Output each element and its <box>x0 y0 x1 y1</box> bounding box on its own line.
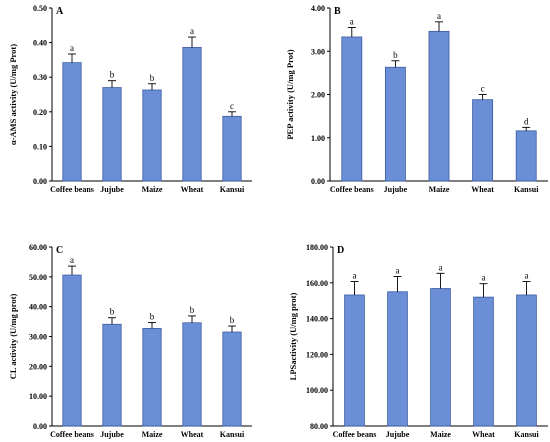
panel-c-bar <box>182 322 202 427</box>
panel-d-significance-letter: a <box>482 273 486 283</box>
panel-c-category-label: Jujube <box>100 430 124 439</box>
panel-c-category-label: Wheat <box>181 430 204 439</box>
panel-b-y-tick-label: 0.00 <box>311 177 325 186</box>
panel-b-y-tick-label: 3.00 <box>311 47 325 56</box>
panel-d-significance-letter: a <box>525 271 529 281</box>
panel-b-category-label: Coffee beans <box>330 185 374 194</box>
panel-d-y-tick-label: 140.00 <box>306 315 328 324</box>
panel-d-bar <box>473 296 494 427</box>
panel-b-significance-letter: a <box>350 16 354 26</box>
panel-d-bar <box>516 294 537 427</box>
panel-d-bar <box>430 288 451 427</box>
panel-b-bar <box>472 99 494 182</box>
panel-d-y-tick-label: 80.00 <box>310 422 328 431</box>
panel-d-significance-letter: a <box>439 262 443 272</box>
panel-c-bar <box>142 328 162 427</box>
panel-a-category-label: Jujube <box>100 185 124 194</box>
panel-b-significance-letter: d <box>524 116 529 126</box>
panel-a-y-tick-label: 0.30 <box>33 73 47 82</box>
panel-a-category-label: Wheat <box>181 185 204 194</box>
panel-c-significance-letter: b <box>150 311 155 321</box>
panel-d-category-label: Coffee beans <box>333 430 377 439</box>
panel-d-category-label: Wheat <box>472 430 495 439</box>
panel-c-significance-letter: b <box>230 315 235 325</box>
panel-d-panel-letter: D <box>337 245 344 256</box>
panel-a-bar <box>222 115 242 182</box>
panel-d-y-tick-label: 180.00 <box>306 243 328 252</box>
panel-b-bar <box>341 36 363 182</box>
panel-d-significance-letter: a <box>353 271 357 281</box>
panel-a-y-tick-label: 0.40 <box>33 39 47 48</box>
panel-a-significance-letter: c <box>230 101 234 111</box>
panel-c-y-tick-label: 30.00 <box>29 333 47 342</box>
panel-a-bar <box>102 87 122 182</box>
panel-b-significance-letter: c <box>481 84 485 94</box>
panel-b-category-label: Jujube <box>384 185 408 194</box>
panel-b-category-label: Maize <box>429 185 450 194</box>
panel-c-significance-letter: b <box>110 307 115 317</box>
panel-d-y-tick-label: 160.00 <box>306 279 328 288</box>
panel-a-y-axis-title: α-AMS activity (U/mg Prot) <box>8 44 18 145</box>
panel-b-panel-letter: B <box>334 6 341 17</box>
panel-b-significance-letter: a <box>437 11 441 21</box>
panel-b-category-label: Wheat <box>471 185 494 194</box>
panel-c-category-label: Coffee beans <box>50 430 94 439</box>
panel-a-y-tick-label: 0.10 <box>33 142 47 151</box>
panel-c-bar <box>62 274 82 427</box>
panel-a-category-label: Coffee beans <box>50 185 94 194</box>
panel-b-y-tick-label: 4.00 <box>311 4 325 13</box>
panel-b-bar <box>428 30 450 182</box>
panel-a-panel-letter: A <box>56 6 64 17</box>
panel-c-significance-letter: b <box>190 305 195 315</box>
panel-b-y-axis-title: PEP activity (U/mg Prot) <box>285 49 295 139</box>
panel-c-category-label: Maize <box>142 430 163 439</box>
panel-c-bar <box>222 331 242 427</box>
panel-c-y-axis-title: CL activity (U/mg prot) <box>8 294 18 380</box>
panel-c-panel-letter: C <box>56 245 63 256</box>
panel-c-significance-letter: a <box>70 255 74 265</box>
panel-c-y-tick-label: 10.00 <box>29 392 47 401</box>
panel-d-category-label: Kansui <box>514 430 539 439</box>
panel-d-significance-letter: a <box>396 266 400 276</box>
panel-b-bar <box>515 130 537 182</box>
panel-a-significance-letter: a <box>70 43 74 53</box>
panel-a-y-tick-label: 0.00 <box>33 177 47 186</box>
panel-c-y-tick-label: 20.00 <box>29 362 47 371</box>
panel-a-significance-letter: a <box>190 26 194 36</box>
panel-a-bar <box>142 89 162 182</box>
panel-c-y-tick-label: 50.00 <box>29 273 47 282</box>
panel-a-bar <box>182 47 202 182</box>
panel-d-y-axis-title: LPSactivity (U/mg prot) <box>288 293 298 381</box>
panel-a-bar <box>62 62 82 182</box>
panel-a-significance-letter: b <box>150 73 155 83</box>
panel-c-y-tick-label: 60.00 <box>29 243 47 252</box>
panel-c-y-tick-label: 0.00 <box>33 422 47 431</box>
panel-d-bar <box>344 294 365 427</box>
panel-d-category-label: Jujube <box>386 430 410 439</box>
panel-c-y-tick-label: 40.00 <box>29 303 47 312</box>
panel-b-category-label: Kansui <box>514 185 539 194</box>
panel-b-y-tick-label: 2.00 <box>311 91 325 100</box>
panel-a-category-label: Maize <box>142 185 163 194</box>
panel-a-y-tick-label: 0.20 <box>33 108 47 117</box>
panel-d-bar <box>387 291 408 427</box>
panel-d-category-label: Maize <box>430 430 451 439</box>
panel-a-y-tick-label: 0.50 <box>33 4 47 13</box>
panel-b-bar <box>384 66 406 182</box>
panel-b-y-tick-label: 1.00 <box>311 134 325 143</box>
panel-b-significance-letter: b <box>393 50 398 60</box>
panel-c-category-label: Kansui <box>220 430 245 439</box>
panel-a-category-label: Kansui <box>220 185 245 194</box>
panel-a-significance-letter: b <box>110 70 115 80</box>
panel-d-y-tick-label: 100.00 <box>306 386 328 395</box>
panel-c-bar <box>102 323 122 427</box>
panel-d-y-tick-label: 120.00 <box>306 350 328 359</box>
